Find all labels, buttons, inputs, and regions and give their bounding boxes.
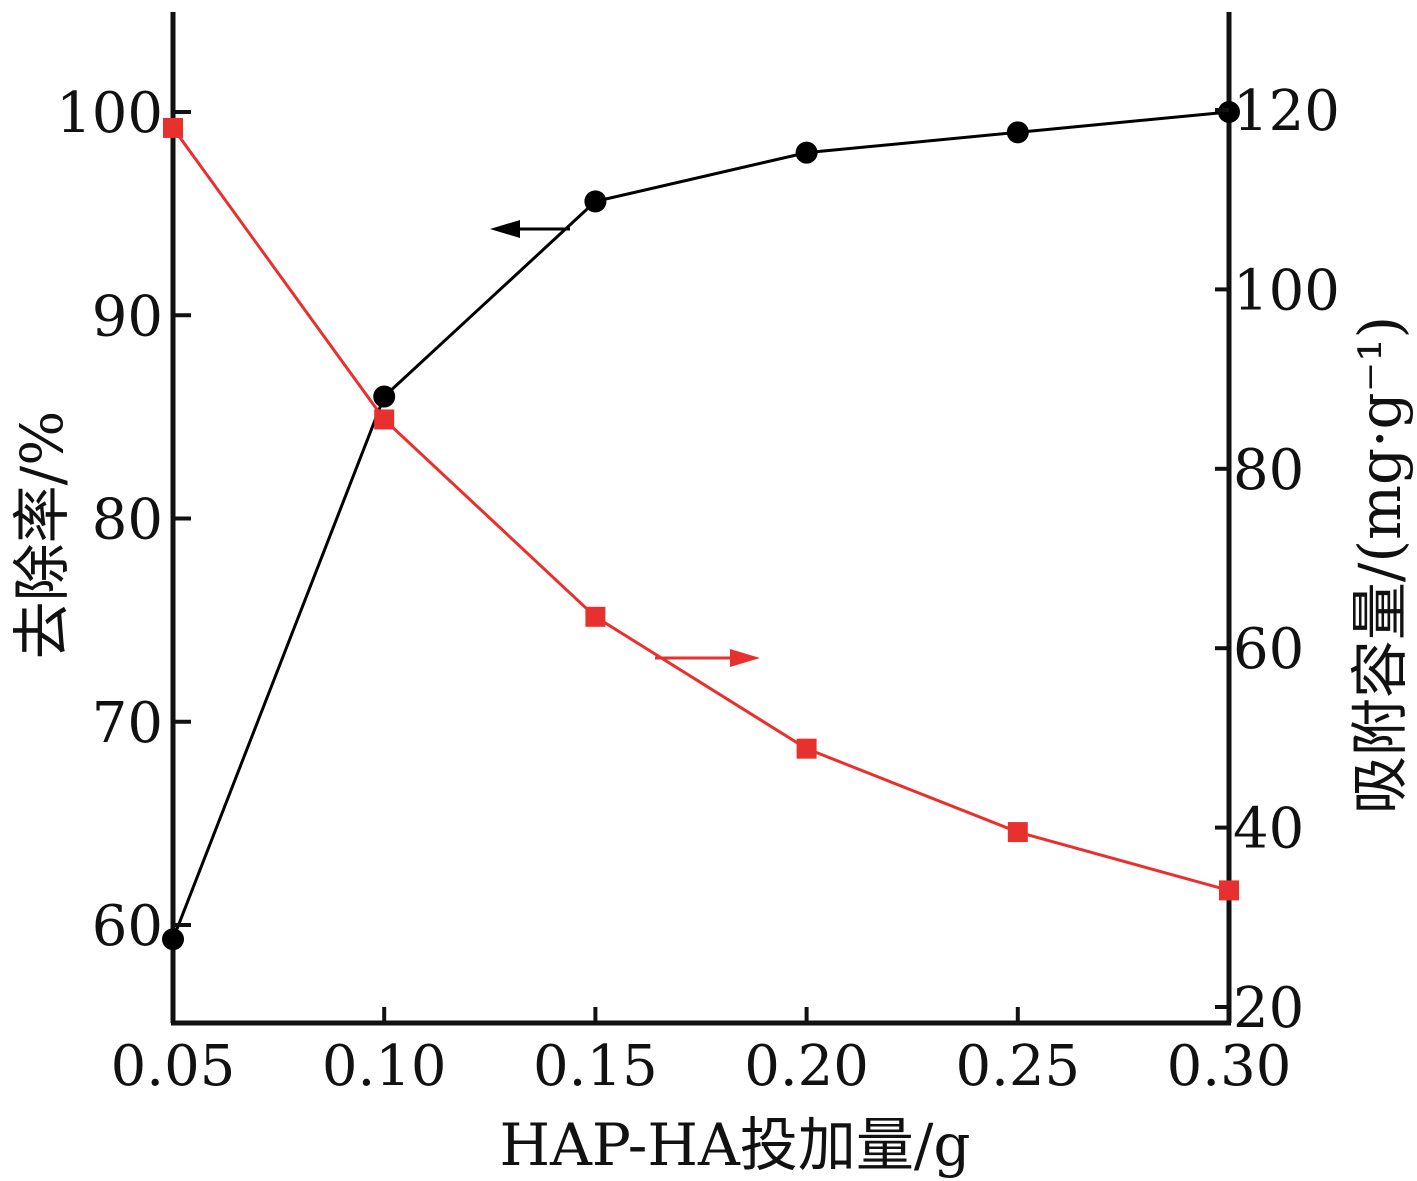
y-tick-label: 80 [92,488,163,553]
y2-tick-label: 80 [1233,438,1304,503]
capacity-data-point [374,409,395,430]
y-tick-label: 100 [56,81,163,146]
x-tick-label: 0.25 [955,1034,1080,1099]
y2-tick-label: 20 [1233,976,1304,1041]
y2-tick-label: 120 [1233,79,1340,144]
left-axis-title: 去除率/% [8,411,76,660]
capacity-data-point [585,606,606,627]
capacity-data-point [163,117,183,138]
annotations [490,220,760,667]
removal-series-line [171,110,1230,940]
removal-data-point [584,190,607,213]
right-arrow-head-icon [730,649,760,667]
removal-data-point [373,385,396,408]
x-tick-label: 0.30 [1167,1034,1292,1099]
removal-data-point [795,141,818,164]
x-tick-label: 0.15 [533,1034,658,1099]
series-layer [162,101,1240,951]
x-axis-title: HAP-HA投加量/g [499,1111,970,1179]
y-tick-label: 60 [92,894,163,959]
y2-tick-label: 40 [1233,797,1304,862]
y-tick-label: 90 [92,284,163,349]
capacity-data-point [1219,880,1239,901]
axes [170,12,1232,1026]
y2-tick-label: 60 [1233,617,1304,682]
y-tick-label: 70 [92,691,163,756]
capacity-data-point [796,738,817,759]
left-arrow-head-icon [490,220,520,238]
x-tick-label: 0.10 [322,1034,447,1099]
right-axis-title: 吸附容量/(mg·g⁻¹) [1346,316,1414,814]
capacity-data-point [1007,822,1028,843]
removal-data-point [1006,121,1029,144]
removal-data-point [162,928,184,951]
x-tick-label: 0.20 [744,1034,869,1099]
x-tick-label: 0.05 [111,1034,236,1099]
y2-tick-label: 100 [1233,258,1340,323]
capacity-series-line [171,127,1230,892]
ticks: 0.05 0.10 0.15 0.20 0.25 0.30 60 70 80 90 100 20 40 6… [56,79,1340,1099]
